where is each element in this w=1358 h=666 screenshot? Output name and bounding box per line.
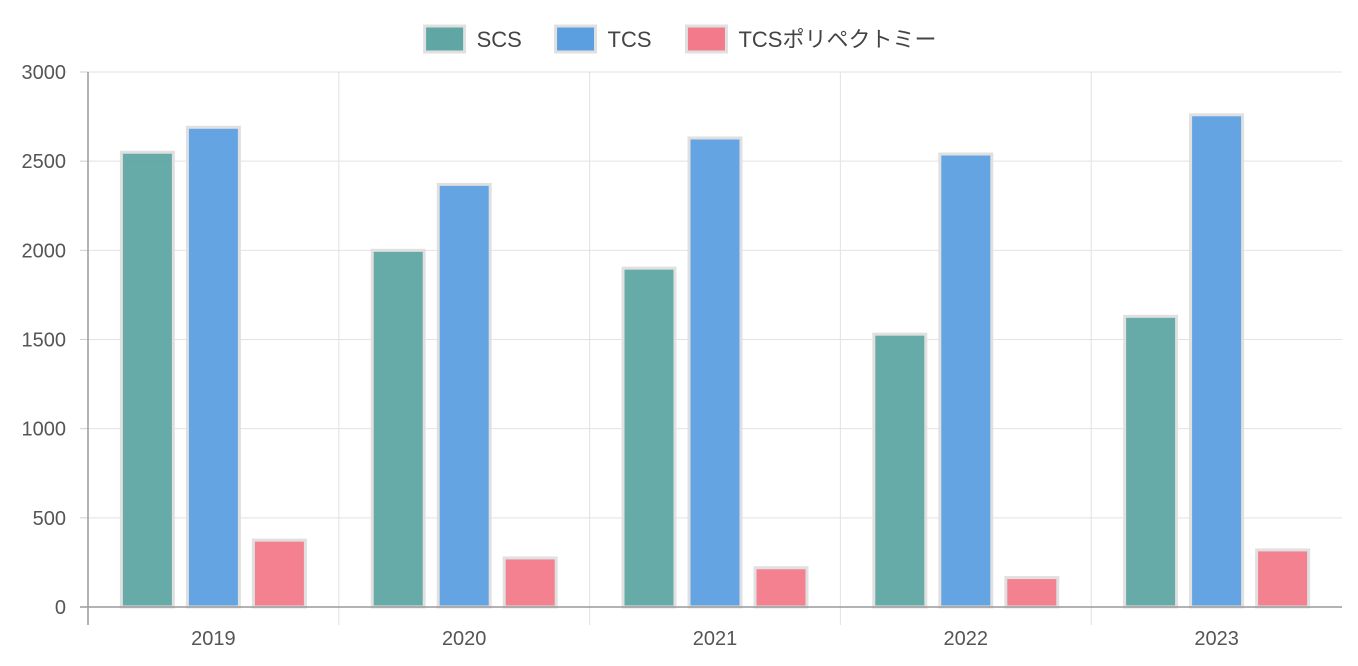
y-tick-label: 3000 (22, 62, 67, 84)
x-tick-label: 2022 (944, 628, 989, 650)
bar-SCS-2022 (872, 332, 928, 609)
tick-labels: 0 500 1000 1500 2000 2500 3000 2019 2020 2021 2022… (22, 62, 1239, 650)
legend-item-TCSポリペクトミー: TCSポリペクトミー (684, 24, 936, 54)
x-tick-label: 2019 (191, 628, 236, 650)
bar-SCS-2020 (370, 248, 426, 609)
legend-item-TCS: TCS (554, 24, 652, 54)
bar-TCS-2021 (687, 136, 743, 609)
bar-TCSポリペクトミー-2020 (502, 556, 558, 609)
legend: SCS TCS TCSポリペクトミー (423, 24, 936, 54)
y-tick-label: 1000 (22, 419, 67, 441)
legend-swatch (684, 24, 728, 54)
legend-swatch (423, 24, 467, 54)
axes (80, 72, 1342, 625)
y-tick-label: 0 (55, 597, 66, 619)
bar-TCSポリペクトミー-2021 (753, 566, 809, 609)
bar-TCS-2023 (1189, 113, 1245, 609)
x-tick-label: 2021 (693, 628, 738, 650)
bar-SCS-2021 (621, 266, 677, 609)
legend-label: TCSポリペクトミー (738, 27, 936, 52)
bar-TCSポリペクトミー-2023 (1255, 548, 1311, 609)
legend-label: SCS (477, 27, 522, 52)
legend-label: TCS (608, 27, 652, 52)
y-tick-label: 2000 (22, 240, 67, 262)
y-tick-label: 1500 (22, 330, 67, 352)
bar-SCS-2023 (1123, 314, 1179, 609)
x-tick-label: 2023 (1194, 628, 1239, 650)
bar-TCSポリペクトミー-2019 (251, 538, 307, 609)
bar-SCS-2019 (119, 150, 175, 609)
bar-TCS-2019 (185, 125, 241, 609)
y-tick-label: 2500 (22, 151, 67, 173)
bar-TCS-2022 (938, 152, 994, 609)
bar-TCS-2020 (436, 182, 492, 609)
legend-item-SCS: SCS (423, 24, 522, 54)
legend-swatch (554, 24, 598, 54)
y-tick-label: 500 (33, 508, 66, 530)
bar-TCSポリペクトミー-2022 (1004, 576, 1060, 609)
x-tick-label: 2020 (442, 628, 487, 650)
bars (119, 113, 1311, 609)
